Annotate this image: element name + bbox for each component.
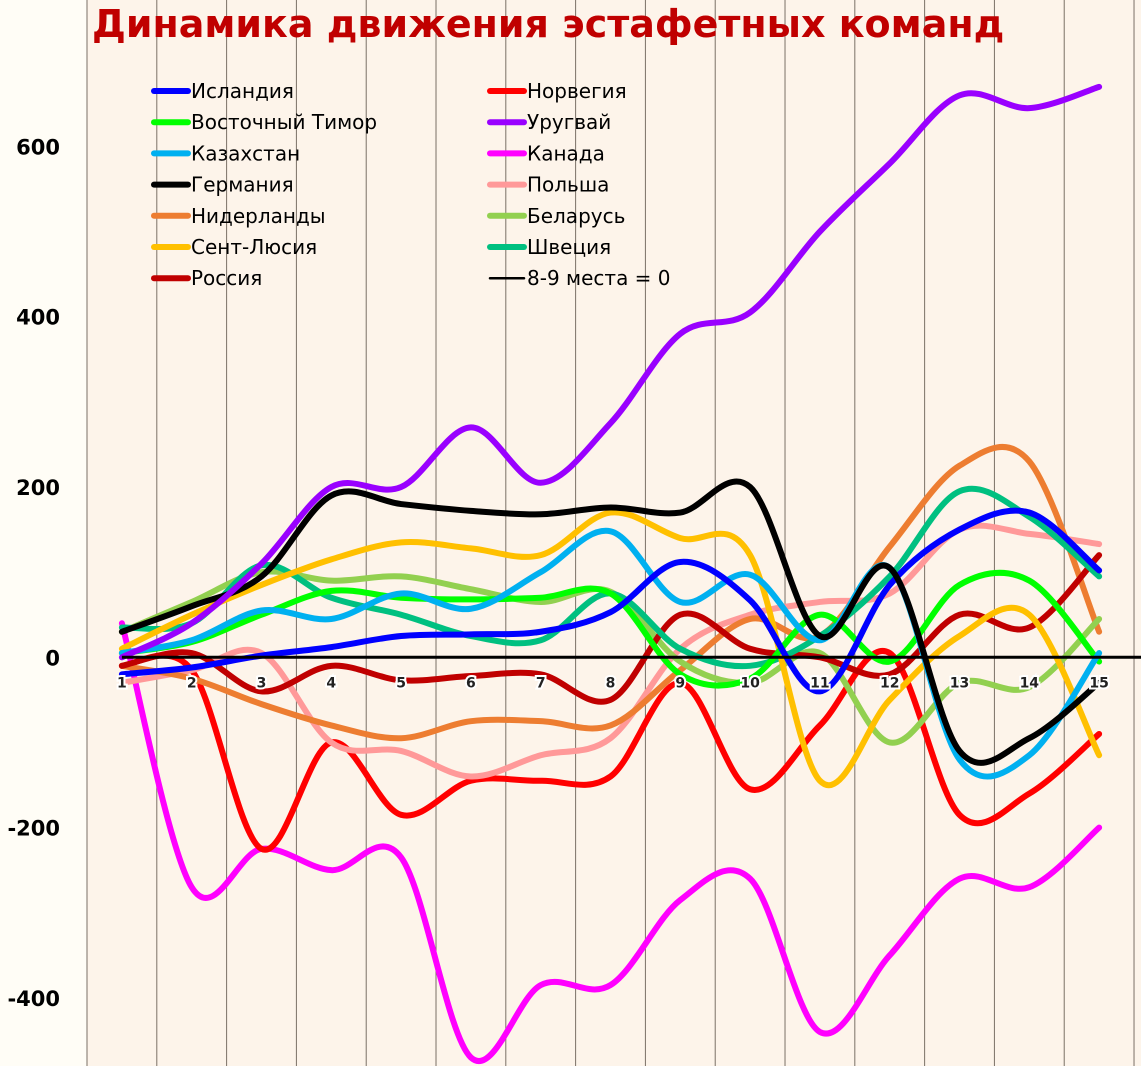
x-axis-ticks: 1 2 3 4 5 6 7 8 9 10 11 12 13 14 15 xyxy=(115,673,1111,693)
x-tick-label: 14 xyxy=(1020,675,1040,691)
series-line-1 xyxy=(118,507,1103,695)
series-line-10 xyxy=(118,620,1103,1064)
x-tick-label: 4 xyxy=(326,675,336,691)
x-tick-label: 15 xyxy=(1089,675,1108,691)
y-tick-label: 200 xyxy=(16,476,60,500)
x-tick-label: 5 xyxy=(396,675,406,691)
y-tick-label: 0 xyxy=(45,646,60,670)
legend-label: Нидерланды xyxy=(191,204,326,228)
y-tick-label: -400 xyxy=(7,987,60,1011)
y-tick-label: -200 xyxy=(7,817,60,841)
legend-label: Швеция xyxy=(527,235,611,259)
legend: Исландия Восточный Тимор Казахстан Германия… xyxy=(151,79,671,290)
x-tick-label: 10 xyxy=(740,675,760,691)
legend-label: Норвегия xyxy=(527,79,627,103)
series-line-11 xyxy=(118,522,1103,780)
x-tick-label: 9 xyxy=(675,675,685,691)
legend-label: Восточный Тимор xyxy=(191,110,377,134)
x-tick-label: 13 xyxy=(950,675,969,691)
legend-label: 8-9 места = 0 xyxy=(527,266,671,290)
legend-label: Исландия xyxy=(191,79,294,103)
series-line-3 xyxy=(118,527,1103,780)
x-tick-label: 8 xyxy=(606,675,616,691)
x-tick-label: 6 xyxy=(466,675,476,691)
legend-label: Германия xyxy=(191,173,294,197)
legend-label: Польша xyxy=(527,173,609,197)
x-tick-label: 7 xyxy=(536,675,546,691)
x-tick-label: 3 xyxy=(257,675,267,691)
legend-label: Уругвай xyxy=(527,110,611,134)
series-line-5 xyxy=(118,443,1103,742)
series-line-8 xyxy=(118,647,1103,853)
y-tick-label: 400 xyxy=(16,306,60,330)
series-line-2 xyxy=(118,569,1103,689)
series-line-6 xyxy=(118,509,1103,789)
chart-title: Динамика движения эстафетных команд xyxy=(92,2,1004,46)
x-tick-label: 2 xyxy=(187,675,197,691)
y-axis-ticks: -400 -200 0 200 400 600 xyxy=(7,135,60,1010)
x-tick-label: 11 xyxy=(810,675,829,691)
legend-label: Канада xyxy=(527,141,605,165)
legend-label: Беларусь xyxy=(527,204,625,228)
x-tick-label: 12 xyxy=(880,675,899,691)
legend-label: Казахстан xyxy=(191,141,300,165)
legend-label: Сент-Люсия xyxy=(191,235,317,259)
series-line-9 xyxy=(118,83,1103,661)
series-line-4 xyxy=(118,478,1103,766)
legend-label: Россия xyxy=(191,266,262,290)
series-lines xyxy=(118,83,1103,1064)
x-tick-label: 1 xyxy=(117,675,127,691)
series-line-7 xyxy=(118,552,1103,705)
y-tick-label: 600 xyxy=(16,135,60,159)
